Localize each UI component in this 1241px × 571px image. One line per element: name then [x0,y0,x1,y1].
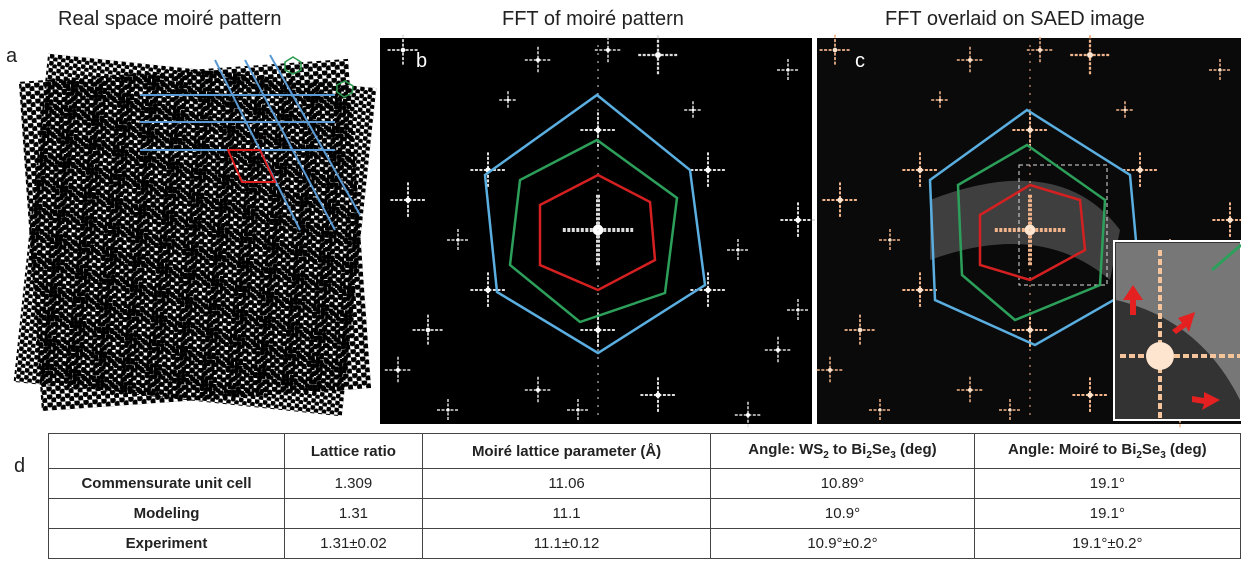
value-cell: 11.1 [422,499,710,529]
panel-label: c [855,50,865,73]
header-text: Angle: WS [748,441,823,458]
inset [1114,241,1241,420]
header-cell: Lattice ratio [285,434,423,469]
panel-title: FFT of moiré pattern [502,8,684,31]
results-table: Lattice ratio Moiré lattice parameter (Å)… [48,433,1241,559]
value-cell: 19.1°±0.2° [974,529,1240,559]
header-text: Se [1142,441,1160,458]
figure: Real space moiré pattern FFT of moiré pa… [0,0,1241,571]
row-label: Modeling [49,499,285,529]
header-text: (deg) [896,441,937,458]
header-text: to Bi [829,441,867,458]
value-cell: 1.31±0.02 [285,529,423,559]
value-cell: 1.31 [285,499,423,529]
header-row: Lattice ratio Moiré lattice parameter (Å)… [49,434,1241,469]
row-label: Commensurate unit cell [49,469,285,499]
header-cell: Moiré lattice parameter (Å) [422,434,710,469]
header-text: Moiré lattice parameter (Å) [472,443,661,460]
panel-title: FFT overlaid on SAED image [885,8,1145,31]
header-text: Angle: Moiré to Bi [1008,441,1136,458]
value-cell: 11.06 [422,469,710,499]
real-space-lattice [14,54,377,417]
header-text: Se [872,441,890,458]
panel-title: Real space moiré pattern [58,8,281,31]
value-cell: 19.1° [974,499,1240,529]
panel-label: d [14,455,25,478]
header-text: Lattice ratio [311,443,396,460]
value-cell: 10.9°±0.2° [711,529,974,559]
value-cell: 10.9° [711,499,974,529]
value-cell: 1.309 [285,469,423,499]
panel-label: a [6,45,17,68]
header-text: (deg) [1166,441,1207,458]
header-cell: Angle: WS2 to Bi2Se3 (deg) [711,434,974,469]
row-label: Experiment [49,529,285,559]
value-cell: 19.1° [974,469,1240,499]
panel-label: b [416,50,427,73]
header-cell [49,434,285,469]
value-cell: 11.1±0.12 [422,529,710,559]
header-cell: Angle: Moiré to Bi2Se3 (deg) [974,434,1240,469]
value-cell: 10.89° [711,469,974,499]
